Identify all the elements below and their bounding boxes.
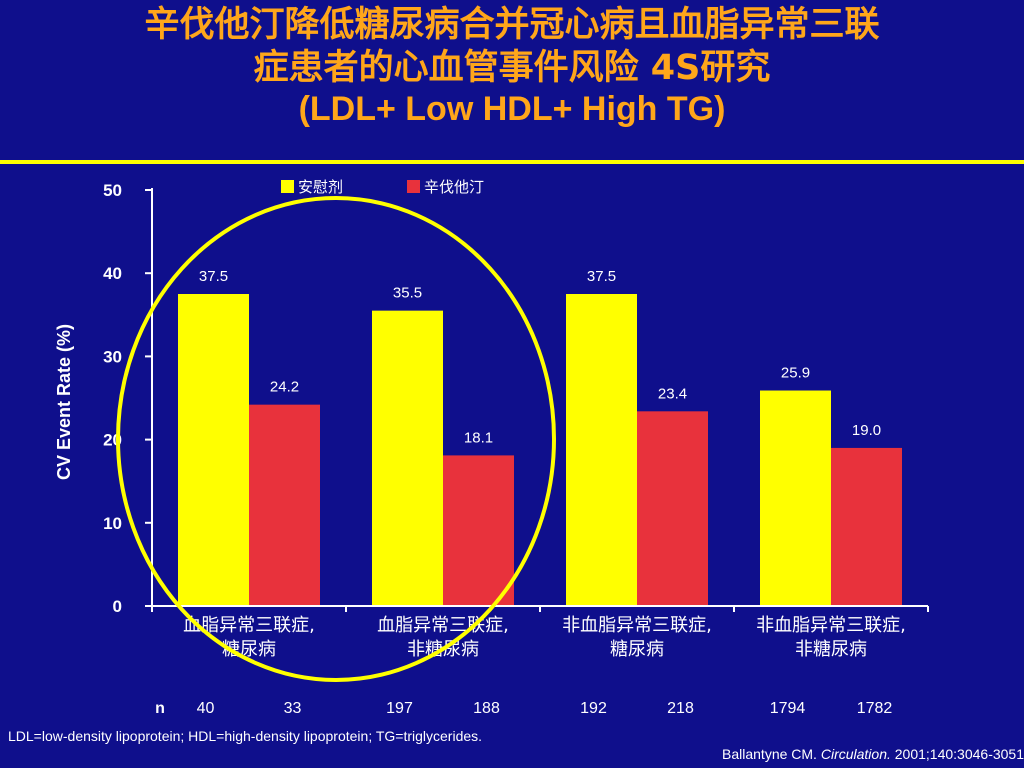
bar: [760, 390, 831, 606]
y-axis-label: CV Event Rate (%): [54, 324, 74, 480]
bar: [249, 404, 320, 606]
bar-value-label: 24.2: [270, 379, 299, 396]
bar: [178, 294, 249, 606]
x-category-label: 血脂异常三联症,: [183, 615, 315, 636]
citation: Ballantyne CM. Circulation. 2001;140:304…: [722, 746, 1024, 762]
citation-details: 2001;140:3046-3051: [894, 746, 1024, 762]
citation-author: Ballantyne CM.: [722, 746, 817, 762]
title-divider: [0, 160, 1024, 164]
n-value: 1782: [857, 700, 893, 717]
title-line-2: 症患者的心血管事件风险 4S研究: [253, 47, 771, 88]
n-value: 218: [667, 700, 694, 717]
legend-label: 辛伐他汀: [424, 178, 484, 196]
bar: [637, 411, 708, 606]
n-value: 192: [580, 700, 607, 717]
bar: [831, 447, 902, 606]
x-category-label: 糖尿病: [610, 639, 664, 660]
legend-label: 安慰剂: [298, 178, 343, 196]
bar: [443, 455, 514, 606]
bar-value-label: 23.4: [658, 385, 687, 402]
y-tick-label: 50: [103, 181, 122, 200]
x-category-label: 非糖尿病: [795, 639, 867, 660]
legend-swatch: [407, 180, 420, 193]
n-value: 188: [473, 700, 500, 717]
n-value: 1794: [770, 700, 806, 717]
bar-value-label: 37.5: [587, 268, 616, 285]
n-value: 33: [284, 700, 302, 717]
bar: [372, 310, 443, 606]
y-tick-label: 40: [103, 264, 122, 283]
y-tick-label: 0: [113, 597, 122, 616]
legend-swatch: [281, 180, 294, 193]
citation-journal: Circulation.: [820, 746, 891, 762]
x-category-label: 非血脂异常三联症,: [756, 615, 906, 636]
footnote: LDL=low-density lipoprotein; HDL=high-de…: [8, 728, 483, 744]
title-line-3: (LDL+ Low HDL+ High TG): [298, 90, 726, 129]
bar: [566, 294, 637, 606]
bar-value-label: 35.5: [393, 285, 422, 302]
bar-value-label: 37.5: [199, 268, 228, 285]
bar-value-label: 19.0: [852, 422, 881, 439]
n-value: 40: [197, 700, 215, 717]
highlight-ellipse: [116, 196, 556, 682]
y-tick-label: 10: [103, 514, 122, 533]
x-category-label: 血脂异常三联症,: [377, 615, 509, 636]
n-value: 197: [386, 700, 413, 717]
n-label: n: [155, 700, 165, 717]
bar-value-label: 18.1: [464, 429, 493, 446]
title-line-1: 辛伐他汀降低糖尿病合并冠心病且血脂异常三联: [144, 5, 880, 45]
bar-value-label: 25.9: [781, 365, 810, 382]
y-tick-label: 30: [103, 347, 122, 366]
slide-title: 辛伐他汀降低糖尿病合并冠心病且血脂异常三联 症患者的心血管事件风险 4S研究 (…: [0, 4, 1024, 131]
x-category-label: 非血脂异常三联症,: [562, 615, 712, 636]
